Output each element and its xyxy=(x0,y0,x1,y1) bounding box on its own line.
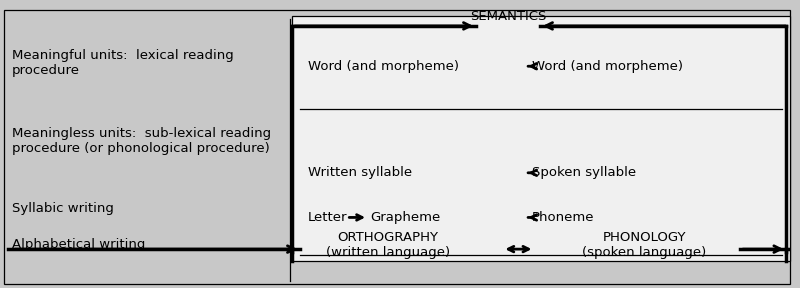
Text: Meaningful units:  lexical reading
procedure: Meaningful units: lexical reading proced… xyxy=(12,49,234,77)
Text: Meaningless units:  sub-lexical reading
procedure (or phonological procedure): Meaningless units: sub-lexical reading p… xyxy=(12,127,271,155)
Text: Syllabic writing: Syllabic writing xyxy=(12,202,114,215)
Text: ORTHOGRAPHY
(written language): ORTHOGRAPHY (written language) xyxy=(326,231,450,259)
Text: Grapheme: Grapheme xyxy=(370,211,441,224)
Text: Written syllable: Written syllable xyxy=(308,166,412,179)
Text: Letter: Letter xyxy=(308,211,347,224)
Bar xyxy=(292,16,790,261)
Text: PHONOLOGY
(spoken language): PHONOLOGY (spoken language) xyxy=(582,231,706,259)
Text: Word (and morpheme): Word (and morpheme) xyxy=(308,60,459,73)
Text: Word (and morpheme): Word (and morpheme) xyxy=(532,60,683,73)
Text: Alphabetical writing: Alphabetical writing xyxy=(12,238,146,251)
Text: Phoneme: Phoneme xyxy=(532,211,594,224)
Text: SEMANTICS: SEMANTICS xyxy=(470,10,546,23)
Text: Spoken syllable: Spoken syllable xyxy=(532,166,636,179)
